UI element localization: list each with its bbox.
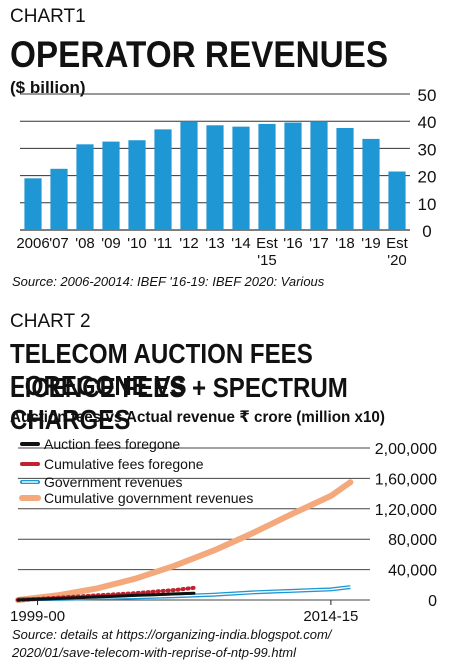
chart1-bar — [24, 178, 42, 230]
chart1-bar — [258, 123, 276, 230]
chart1-bar — [284, 122, 302, 230]
chart1-bar — [206, 125, 224, 230]
chart1-bar — [180, 121, 198, 230]
chart2-x-ticks: 1999-00 2014-15 — [10, 600, 358, 625]
chart1-bar — [128, 140, 146, 230]
chart2-line-cumulative-government-revenues — [15, 479, 354, 603]
chart1-x-tick-label: '10 — [127, 235, 147, 252]
chart1-x-tick-label: '19 — [361, 235, 381, 252]
chart2-legend: Auction fees foregone Cumulative fees for… — [19, 436, 253, 506]
chart1-x-tick-label: '08 — [75, 235, 95, 252]
chart1-bar — [76, 144, 94, 230]
chart2-y-tick-label: 0 — [428, 593, 437, 610]
chart1-x-tick-label: 2006 — [16, 235, 49, 252]
chart1-y-tick-label: 40 — [418, 113, 437, 132]
chart1-x-tick-label: '13 — [205, 235, 225, 252]
legend-label: Cumulative fees foregone — [44, 456, 204, 472]
chart1-source: Source: 2006-20014: IBEF '16-19: IBEF 20… — [12, 274, 325, 289]
chart2-y-tick-label: 80,000 — [388, 532, 437, 549]
chart1-bar — [102, 141, 120, 230]
chart2-line-auction-fees-foregone — [16, 591, 196, 602]
chart1-bar — [50, 168, 68, 230]
chart2-y-tick-label: 1,20,000 — [375, 502, 437, 519]
chart2-x-tick-label: 2014-15 — [303, 608, 358, 625]
chart2-y-tick-label: 40,000 — [388, 563, 437, 580]
chart2-subtitle: Auction fees vs Actual revenue ₹ crore (… — [10, 409, 385, 426]
chart1-x-tick-label: '12 — [179, 235, 199, 252]
chart2-y-tick-label: 1,60,000 — [375, 471, 437, 488]
chart1-y-tick-label: 20 — [418, 168, 437, 187]
chart1-x-tick-label: '14 — [231, 235, 251, 252]
chart1-x-tick-label: Est '20 — [386, 235, 409, 269]
chart1-bar — [310, 121, 328, 230]
chart1-bar — [154, 129, 172, 230]
legend-label: Cumulative government revenues — [44, 490, 253, 506]
chart1-title: OPERATOR REVENUES — [10, 34, 389, 75]
chart1-y-tick-label: 10 — [418, 195, 437, 214]
chart1-unit: ($ billion) — [10, 78, 86, 97]
chart1-x-tick-label: '16 — [283, 235, 303, 252]
chart1-bar — [362, 138, 380, 230]
chart1-bar — [232, 126, 250, 230]
chart1-x-ticks: 2006'07 '08 '09 '10 '11 '12 '13 '14 Est '15'16 '17… — [16, 235, 408, 269]
chart1-label: CHART1 — [10, 6, 86, 27]
chart2-x-tick-label: 1999-00 — [10, 608, 65, 625]
chart1-bar — [388, 171, 406, 230]
chart1-x-tick-label: '07 — [49, 235, 69, 252]
chart1-y-ticks: 0 10 20 30 40 50 — [418, 86, 437, 241]
chart2-gridlines — [18, 447, 370, 601]
chart1-y-tick-label: 0 — [422, 222, 431, 241]
chart2-title-line2: LICENCE FEES + SPECTRUM CHARGES — [10, 372, 348, 435]
chart1-x-tick-label: '18 — [335, 235, 355, 252]
chart1-y-tick-label: 50 — [418, 86, 437, 105]
chart1-plot: 0 10 20 30 40 50 2006'07 '08 '09 '10 '11 '12 '13 '14… — [16, 86, 437, 269]
chart2-y-tick-label: 2,00,000 — [375, 441, 437, 458]
chart2-lines — [15, 479, 354, 603]
chart1-x-tick-label: '11 — [154, 235, 172, 252]
chart2-title-line1: TELECOM AUCTION FEES FOREGONE VS — [10, 338, 313, 401]
chart2-y-ticks: 0 40,000 80,000 1,20,000 1,60,000 2,00,000 — [375, 441, 437, 610]
chart2-source-line1: Source: details at https://organizing-in… — [12, 627, 332, 642]
chart2-source-line2: 2020/01/save-telecom-with-reprise-of-ntp… — [12, 645, 296, 660]
chart1-bar — [336, 128, 354, 230]
chart2-label: CHART 2 — [10, 311, 91, 332]
legend-label: Government revenues — [44, 474, 183, 490]
chart1-bars — [24, 121, 406, 230]
chart1-x-tick-label: '17 — [309, 235, 329, 252]
chart1-x-tick-label: '09 — [101, 235, 121, 252]
chart1-y-tick-label: 30 — [418, 140, 437, 159]
legend-label: Auction fees foregone — [44, 436, 180, 452]
chart1-x-tick-label: Est '15 — [256, 235, 279, 269]
